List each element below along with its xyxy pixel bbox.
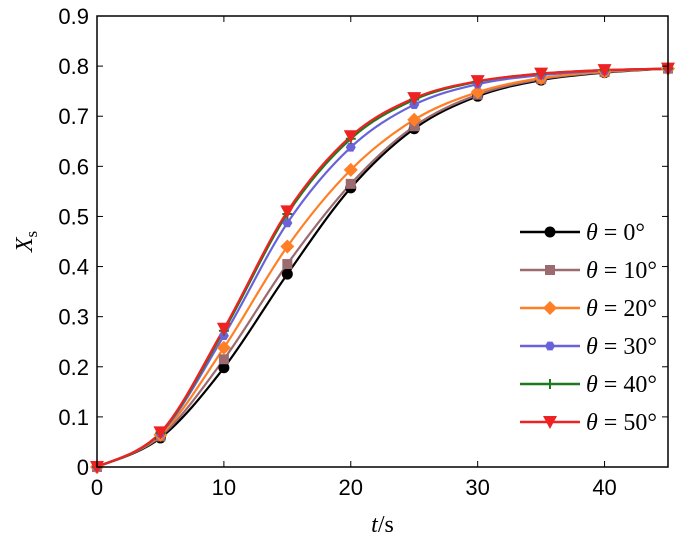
y-tick-label: 0.4: [58, 255, 89, 280]
x-tick-label: 40: [592, 475, 616, 500]
data-point-series-2: [470, 85, 485, 100]
y-tick-label: 0.5: [58, 204, 89, 229]
data-point-series-1: [345, 178, 356, 189]
y-axis-ticks: 0 0.1 0.2 0.3 0.4 0.5 0.6 0.7 0.8 0.9: [58, 4, 668, 480]
series-line-3: [96, 67, 669, 468]
legend-label-5: θ = 50°: [586, 410, 657, 436]
data-point-series-5: [216, 322, 231, 336]
legend-label-0: θ = 0°: [586, 220, 645, 246]
y-axis-label: Xs: [12, 231, 41, 253]
x-tick-label: 20: [339, 475, 363, 500]
data-point-series-5: [597, 64, 612, 78]
data-point-series-2: [407, 112, 422, 127]
y-tick-label: 0.7: [58, 104, 89, 129]
series-line-2: [96, 67, 669, 468]
data-point-series-3: [218, 331, 229, 341]
legend-marker-5: [543, 416, 557, 429]
x-axis-label-var: t: [371, 512, 379, 538]
y-tick-label: 0: [77, 455, 89, 480]
y-tick-label: 0.8: [58, 54, 89, 79]
data-point-series-5: [470, 75, 485, 89]
y-axis-label-subscript: s: [22, 231, 41, 238]
data-point-series-0: [218, 362, 230, 374]
y-tick-label: 0.9: [58, 4, 89, 29]
data-point-series-0: [281, 268, 293, 280]
data-point-series-5: [407, 92, 422, 106]
data-point-series-2: [343, 162, 358, 177]
y-tick-label: 0.3: [58, 305, 89, 330]
data-point-series-5: [534, 67, 549, 81]
x-tick-label: 0: [91, 475, 103, 500]
data-point-series-5: [280, 205, 295, 219]
legend-marker-3: [545, 341, 555, 351]
data-point-series-2: [216, 340, 231, 355]
plot-frame: [96, 15, 669, 468]
y-tick-label: 0.2: [58, 355, 89, 380]
data-point-series-3: [282, 218, 293, 228]
x-tick-label: 10: [212, 475, 236, 500]
x-axis-label-unit: /s: [378, 512, 394, 538]
data-point-series-3: [345, 142, 356, 152]
legend-label-4: θ = 40°: [586, 372, 657, 398]
x-tick-label: 30: [465, 475, 489, 500]
data-point-series-2: [280, 239, 295, 254]
y-tick-label: 0.1: [58, 405, 89, 430]
data-point-series-1: [282, 259, 293, 270]
x-axis-label: t/s: [371, 512, 394, 538]
legend: θ = 0° θ = 10° θ = 20° θ = 30° θ = 40° θ = 50…: [520, 220, 657, 436]
legend-marker-2: [543, 301, 557, 315]
data-point-series-1: [218, 354, 229, 365]
legend-label-2: θ = 20°: [586, 296, 657, 322]
data-point-series-5: [153, 426, 168, 440]
legend-marker-1: [545, 265, 555, 275]
data-point-series-5: [343, 130, 358, 144]
legend-label-1: θ = 10°: [586, 258, 657, 284]
legend-label-3: θ = 30°: [586, 334, 657, 360]
legend-marker-0: [544, 226, 556, 238]
legend-marker-4: [545, 379, 555, 389]
plot-lines: [96, 67, 669, 469]
y-axis-label-var: X: [12, 236, 38, 253]
y-tick-label: 0.6: [58, 154, 89, 179]
x-axis-ticks: 0 10 20 30 40: [91, 16, 617, 500]
